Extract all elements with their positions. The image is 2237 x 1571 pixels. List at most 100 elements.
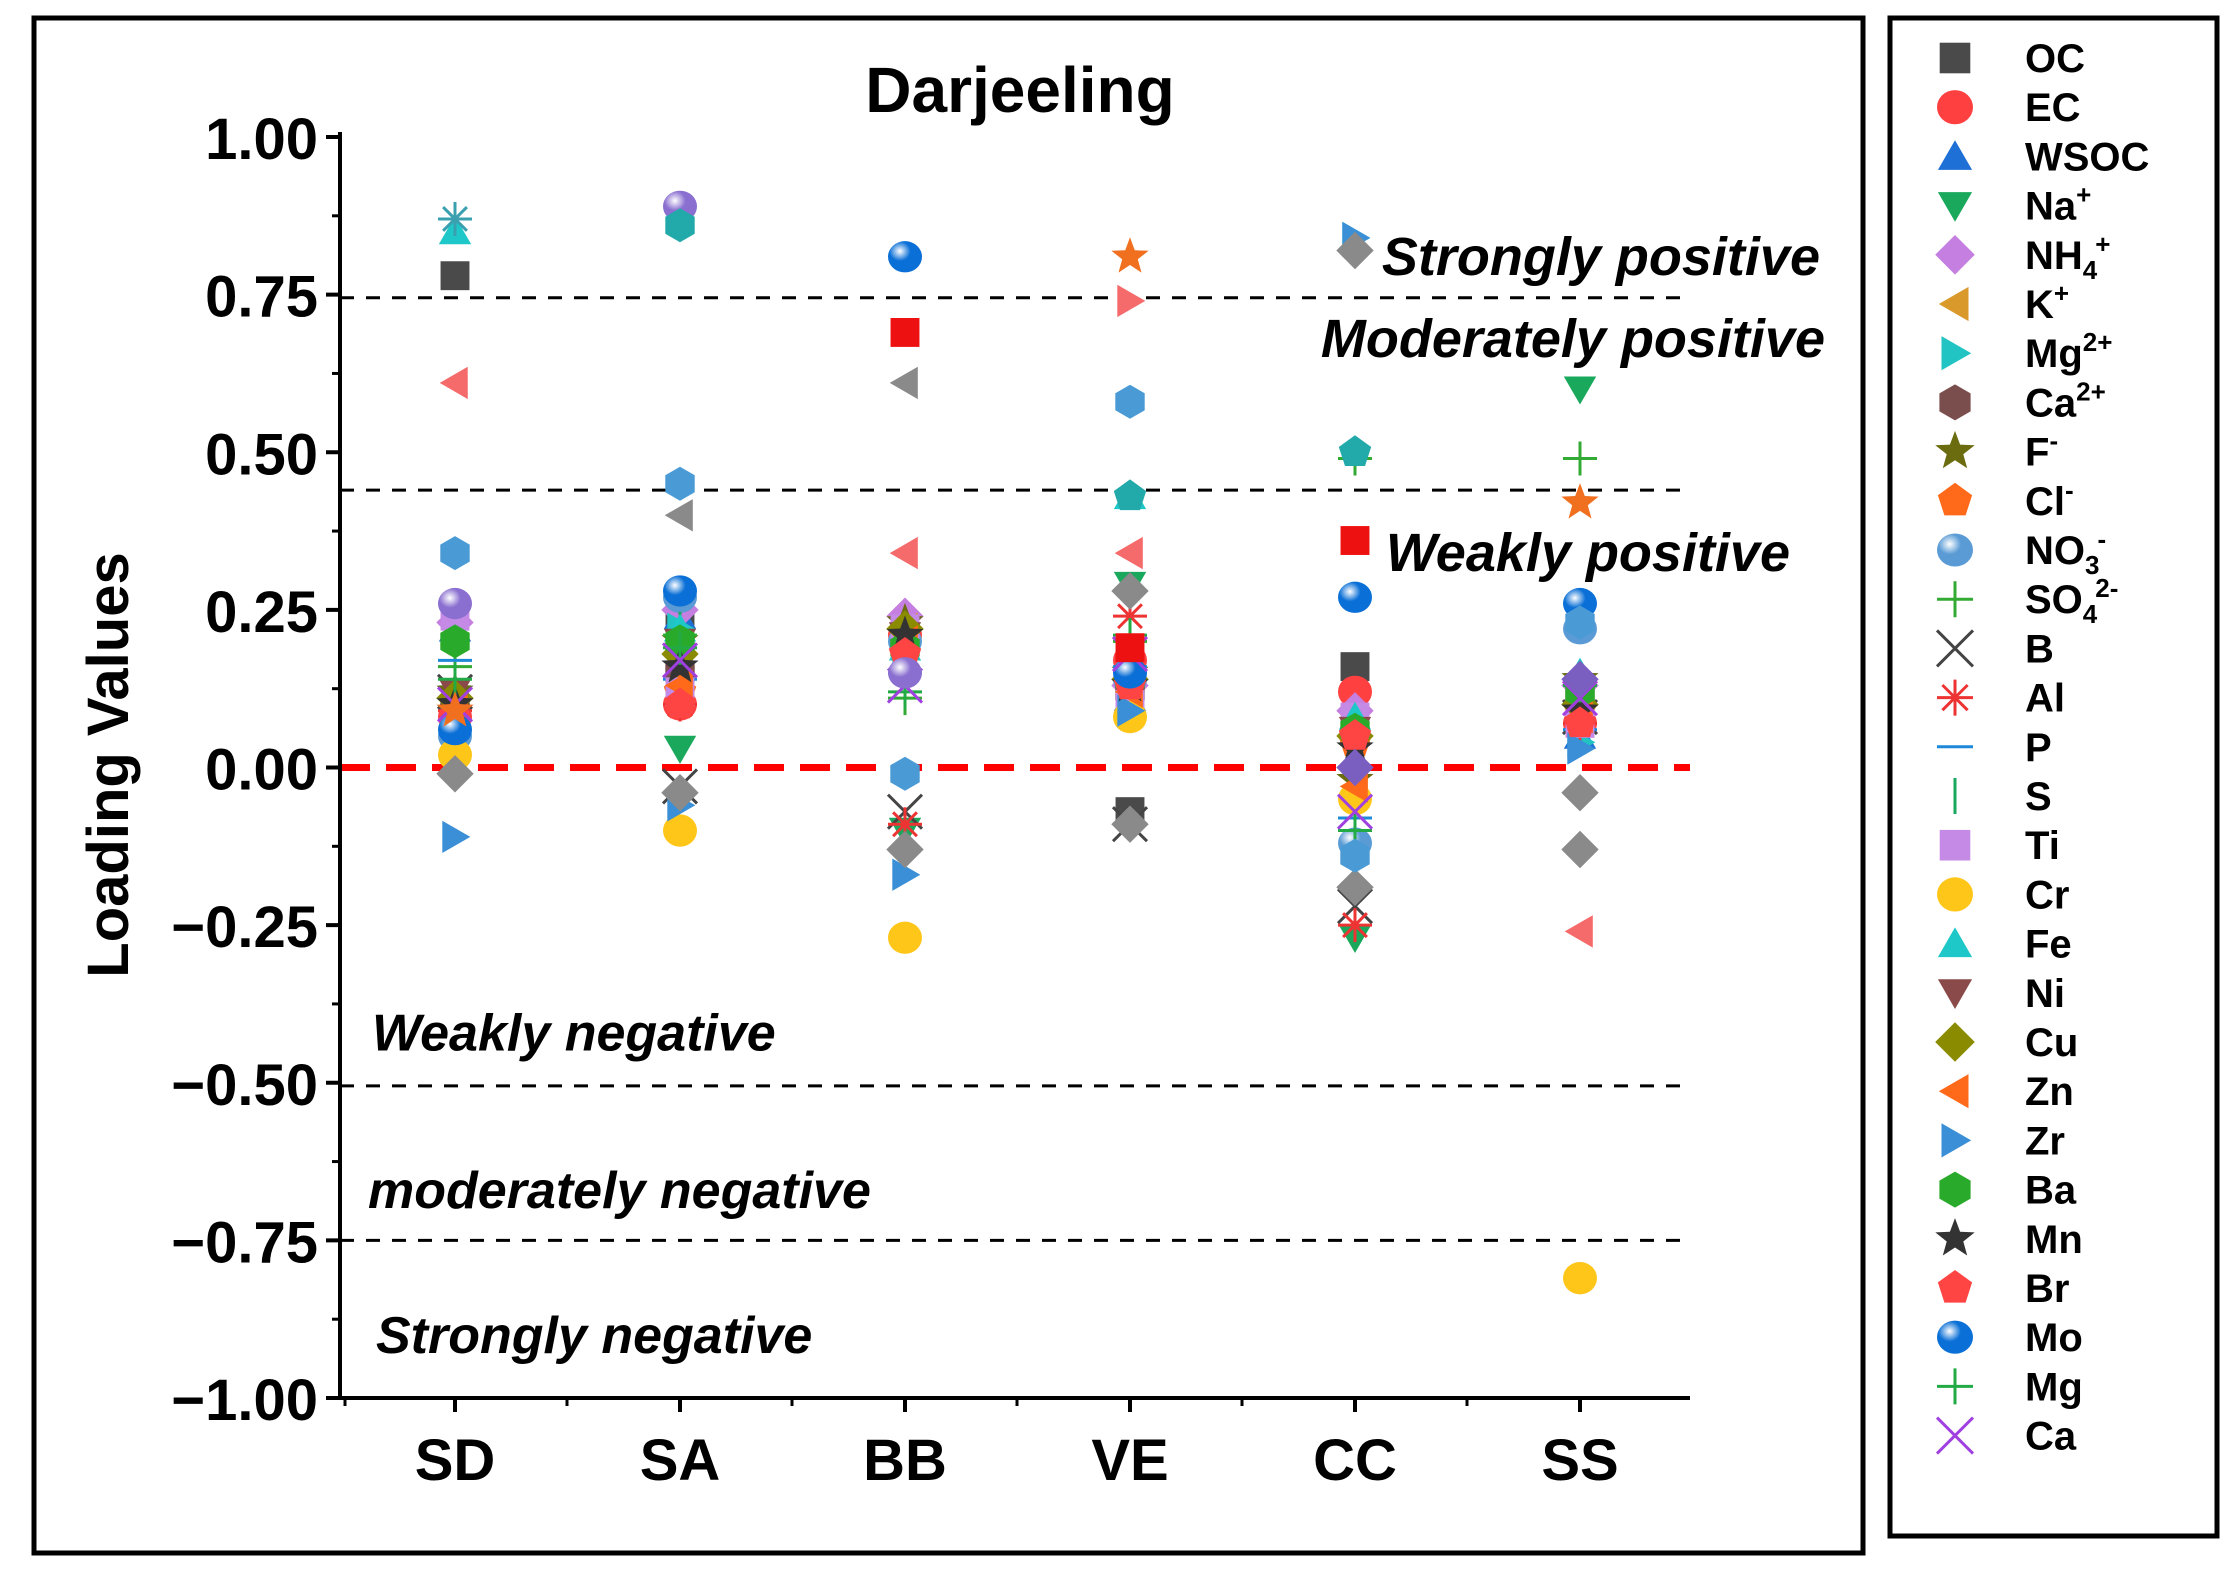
y-tick-label: 0.75: [205, 265, 318, 330]
data-point: [661, 647, 699, 683]
annotation-label: Strongly positive: [1382, 227, 1820, 287]
data-point: [1336, 888, 1374, 925]
legend-label: Mo: [2025, 1316, 2083, 1360]
data-point: [1565, 605, 1595, 640]
data-point: [1336, 748, 1374, 787]
legend-item: WSOC: [1937, 135, 2149, 179]
data-point: [438, 738, 472, 772]
legend-item: Al: [1937, 677, 2065, 721]
x-tick-label: SS: [1541, 1428, 1618, 1493]
plot-frame: [31, 15, 1866, 1556]
legend-label: Cl-: [2025, 475, 2074, 524]
data-point: [1563, 376, 1597, 405]
annotations: Strongly positive Moderately positive Weak…: [368, 227, 1825, 1365]
legend-marker: [1937, 482, 1973, 516]
y-tick-label: 0.50: [205, 422, 318, 487]
data-point: [1340, 526, 1370, 555]
data-point: [665, 466, 695, 501]
data-point: [1563, 706, 1597, 738]
data-point: [1113, 479, 1147, 511]
x-tick-label: VE: [1091, 1428, 1168, 1493]
legend-label: Fe: [2025, 923, 2072, 967]
legend-item: Ni: [1937, 972, 2065, 1016]
data-point: [1336, 868, 1374, 906]
legend-marker: [1937, 877, 1973, 912]
legend-marker: [1935, 1416, 1975, 1455]
y-tick-label: −0.50: [171, 1053, 318, 1118]
data-point: [886, 830, 924, 869]
legend-label: EC: [2025, 86, 2081, 130]
annotation-label: moderately negative: [368, 1162, 871, 1220]
legend-marker: [1937, 140, 1973, 170]
y-tick-label: 1.00: [205, 107, 318, 172]
data-point: [888, 241, 922, 273]
annotation-label: Weakly positive: [1386, 523, 1790, 583]
legend-label: Ca2+: [2025, 376, 2106, 425]
legend-item: SO42-: [1937, 573, 2118, 629]
data-point: [440, 624, 470, 659]
data-point: [438, 201, 472, 236]
legend-label: S: [2025, 775, 2052, 819]
legend-item: Fe: [1937, 923, 2072, 967]
legend-label: NH4+: [2025, 229, 2110, 285]
legend-item: Cl-: [1937, 475, 2074, 524]
legend-label: Ba: [2025, 1169, 2077, 1213]
legend-item: Br: [1937, 1267, 2069, 1311]
legend-label: F-: [2025, 426, 2058, 475]
y-tick-label: −0.25: [171, 895, 318, 960]
data-point: [890, 756, 920, 791]
legend-item: B: [1935, 627, 2054, 671]
legend-label: Mg2+: [2025, 327, 2112, 376]
legend-marker: [1937, 90, 1973, 125]
data-point: [663, 575, 697, 607]
annotation-label: Moderately positive: [1321, 309, 1825, 369]
data-point: [889, 536, 918, 570]
data-point: [436, 691, 474, 727]
legend-marker: [1935, 430, 1975, 469]
data-point: [1338, 908, 1372, 943]
annotation-label: Strongly negative: [376, 1307, 812, 1365]
legend-marker: [1935, 629, 1975, 668]
legend-marker: [1935, 235, 1975, 275]
legend-item: NH4+: [1935, 229, 2110, 285]
data-point: [664, 499, 693, 532]
legend-item: K+: [1938, 278, 2069, 327]
data-point: [1338, 435, 1372, 466]
legend-item: Ca2+: [1939, 376, 2106, 425]
legend-item: Ca: [1935, 1415, 2077, 1459]
data-point: [1340, 838, 1370, 873]
legend-marker: [1937, 1320, 1973, 1354]
data-point: [892, 858, 921, 891]
data-point: [1115, 633, 1145, 663]
data-point: [1338, 581, 1372, 613]
data-point: [1563, 441, 1597, 476]
legend-item: Zn: [1938, 1070, 2074, 1114]
legend-marker: [1939, 1171, 1971, 1208]
y-axis-label: Loading Values: [76, 552, 141, 977]
legend-label: Zn: [2025, 1070, 2074, 1114]
y-tick-label: −0.75: [171, 1210, 318, 1275]
data-point: [1114, 536, 1143, 570]
legend: OCECWSOCNa+NH4+K+Mg2+Ca2+F-Cl-NO3-SO42-B…: [1935, 37, 2149, 1459]
legend-label: Ca: [2025, 1415, 2077, 1459]
legend-marker: [1938, 286, 1969, 322]
legend-marker: [1937, 679, 1973, 716]
data-point: [1567, 732, 1596, 765]
legend-label: Cu: [2025, 1021, 2078, 1065]
data-point: [1111, 805, 1149, 843]
annotation-label: Weakly negative: [372, 1004, 776, 1062]
data-point: [1336, 793, 1374, 830]
legend-marker: [1937, 1368, 1973, 1405]
data-point: [440, 536, 470, 571]
legend-label: Na+: [2025, 180, 2091, 229]
legend-label: OC: [2025, 37, 2085, 81]
data-point: [1563, 1262, 1597, 1295]
data-point: [661, 642, 699, 679]
data-points: [436, 190, 1599, 1295]
legend-item: P: [1937, 726, 2052, 770]
data-point: [442, 820, 471, 853]
data-point: [888, 657, 922, 689]
legend-marker: [1937, 1270, 1973, 1303]
x-tick-label: BB: [863, 1428, 947, 1493]
